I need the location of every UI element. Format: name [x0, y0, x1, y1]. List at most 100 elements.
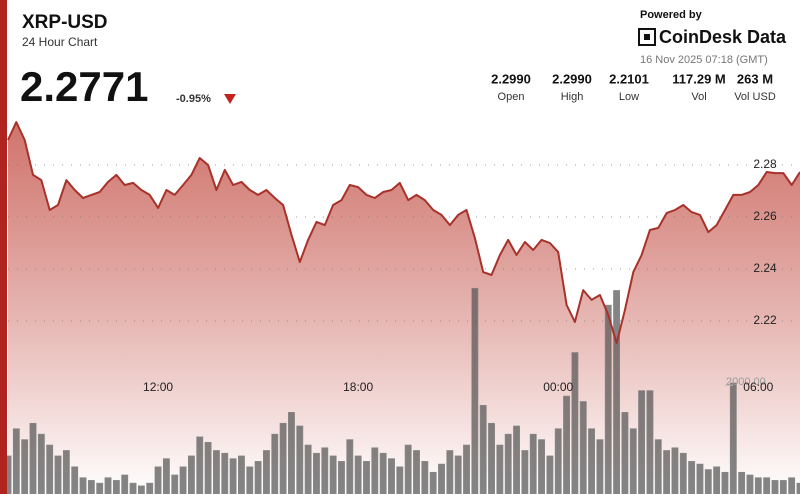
volume-bar	[704, 469, 712, 494]
y2-tick-label: 2000.00	[726, 376, 766, 388]
stat-label: Vol	[691, 91, 706, 103]
volume-bar	[571, 352, 579, 494]
volume-bar	[338, 461, 345, 494]
volume-bar	[579, 401, 587, 494]
volume-bar	[429, 471, 437, 494]
volume-bar	[96, 482, 104, 494]
volume-bar	[254, 461, 262, 494]
volume-bar	[329, 455, 337, 494]
y-tick-label: 2.22	[753, 313, 777, 327]
volume-bar	[446, 450, 454, 494]
volume-bar	[229, 458, 237, 494]
stat-value: 263 M	[737, 71, 773, 86]
volume-bar	[479, 404, 487, 494]
volume-bar	[37, 433, 45, 494]
stat-label: High	[561, 91, 584, 103]
volume-bar	[296, 425, 304, 494]
volume-bar	[529, 433, 537, 494]
volume-bar	[638, 390, 646, 494]
volume-bar	[421, 461, 429, 494]
volume-bar	[146, 482, 154, 494]
volume-bar	[554, 428, 562, 494]
volume-bar	[29, 422, 37, 494]
volume-bar	[646, 390, 654, 494]
volume-bar	[396, 466, 404, 494]
stat-label: Open	[498, 91, 525, 103]
volume-bar	[663, 450, 671, 494]
volume-bar	[196, 436, 204, 494]
volume-bar	[271, 433, 279, 494]
title: XRP-USD	[22, 12, 108, 33]
volume-bar	[279, 422, 287, 494]
volume-bar	[221, 452, 229, 494]
volume-bar	[779, 480, 787, 494]
volume-bar	[187, 455, 195, 494]
volume-bar	[738, 471, 746, 494]
volume-bar	[179, 466, 187, 494]
x-tick-label: 12:00	[143, 380, 173, 394]
volume-bar	[696, 463, 704, 494]
volume-bar	[463, 444, 470, 494]
volume-bar	[371, 447, 379, 494]
volume-bar	[454, 455, 462, 494]
volume-bar	[304, 444, 312, 494]
timestamp: 16 Nov 2025 07:18 (GMT)	[640, 54, 768, 66]
x-tick-label: 06:00	[743, 380, 773, 394]
subtitle: 24 Hour Chart	[22, 35, 98, 49]
price: 2.2771	[20, 63, 148, 110]
volume-bar	[471, 287, 479, 494]
volume-bar	[521, 450, 529, 494]
stat-value: 2.2990	[491, 71, 531, 86]
volume-bar	[171, 474, 179, 494]
volume-bar	[688, 461, 696, 494]
volume-bar	[129, 482, 137, 494]
volume-bar	[137, 485, 145, 494]
stat-value: 2.2101	[609, 71, 649, 86]
volume-bar	[154, 466, 162, 494]
plot-area: 2.22 2.24 2.26 2.28 2000.00 12:00 18:00 00:00 06…	[4, 121, 800, 494]
volume-bar	[763, 477, 771, 494]
volume-bar	[379, 452, 387, 494]
volume-bar	[46, 444, 54, 494]
volume-bar	[771, 480, 779, 494]
stat-label: Vol USD	[734, 91, 776, 103]
volume-bar	[246, 466, 254, 494]
volume-bar	[654, 439, 662, 494]
volume-bar	[121, 474, 129, 494]
volume-bar	[546, 455, 554, 494]
volume-bar	[404, 444, 412, 494]
y-tick-label: 2.26	[753, 209, 777, 223]
volume-bar	[729, 382, 737, 494]
volume-bar	[238, 455, 245, 494]
volume-bar	[754, 477, 762, 494]
volume-bar	[438, 463, 445, 494]
powered-by: Powered by	[640, 9, 703, 21]
volume-bar	[713, 466, 721, 494]
volume-bar	[513, 425, 520, 494]
down-arrow	[224, 94, 236, 104]
price-line	[7, 121, 800, 345]
stat-label: Low	[619, 91, 639, 103]
stat-value: 2.2990	[552, 71, 592, 86]
volume-bar	[162, 458, 170, 494]
volume-bar	[104, 477, 112, 494]
volume-bar	[204, 441, 212, 494]
x-tick-label: 00:00	[543, 380, 573, 394]
volume-bar	[363, 461, 370, 494]
logo-icon	[638, 28, 656, 46]
volume-bar	[504, 433, 512, 494]
volume-bar	[263, 450, 270, 494]
logo-icon-inner	[644, 34, 650, 40]
y-tick-label: 2.24	[753, 261, 777, 275]
volume-bar	[671, 447, 679, 494]
volume-bar	[746, 474, 754, 494]
volume-bar	[488, 422, 495, 494]
volume-bar	[62, 450, 70, 494]
volume-bar	[112, 480, 120, 494]
volume-bar	[588, 428, 596, 494]
brand-logo	[638, 28, 656, 46]
volume-bar	[413, 450, 420, 494]
volume-bar	[496, 444, 504, 494]
volume-bar	[321, 447, 329, 494]
